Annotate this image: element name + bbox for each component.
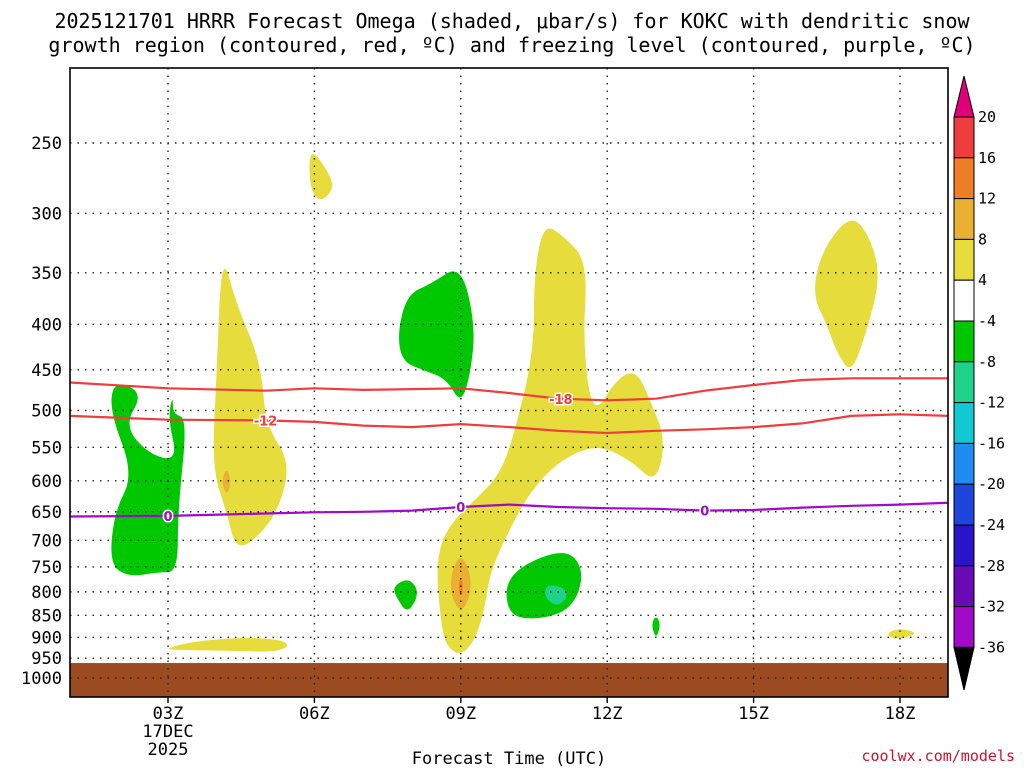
plot-content: -18 -12 0 0 0 bbox=[70, 68, 948, 697]
omega-region-5 bbox=[888, 629, 915, 639]
colorbar-label-6: -8 bbox=[978, 353, 996, 371]
omega-region-13 bbox=[652, 617, 660, 636]
colorbar-box-6 bbox=[953, 361, 975, 404]
title-line-2: growth region (contoured, red, ºC) and f… bbox=[48, 33, 975, 57]
y-tick-label-750: 750 bbox=[31, 558, 62, 578]
axes: 2503003504004505005506006507007508008509… bbox=[21, 67, 949, 760]
y-tick-label-800: 800 bbox=[31, 583, 62, 603]
colorbar-label-12: -32 bbox=[978, 598, 1005, 616]
omega-region-2 bbox=[437, 228, 663, 653]
colorbar-label-4: 4 bbox=[978, 271, 987, 289]
colorbar-bottom-triangle bbox=[953, 646, 975, 691]
y-tick-label-400: 400 bbox=[31, 315, 62, 335]
contour-dgz_top bbox=[70, 377, 948, 402]
x-tick-sublabel-1: 2025 bbox=[148, 740, 189, 760]
x-tick-label-06Z: 06Z bbox=[299, 704, 330, 724]
colorbar-label-0: 20 bbox=[978, 108, 996, 126]
colorbar-box-1 bbox=[953, 157, 975, 200]
colorbar-label-2: 12 bbox=[978, 190, 996, 208]
contour-freezing_level bbox=[70, 501, 948, 518]
x-tick-sublabel-0: 17DEC bbox=[142, 722, 193, 742]
contour-label-dgz_bottom-0: -12 bbox=[254, 414, 278, 429]
contour-dgz_bottom bbox=[70, 413, 948, 435]
y-tick-label-300: 300 bbox=[31, 204, 62, 224]
colorbar-label-10: -24 bbox=[978, 516, 1005, 534]
omega-region-0 bbox=[309, 154, 333, 200]
colorbar-label-7: -12 bbox=[978, 394, 1005, 412]
colorbar-label-5: -4 bbox=[978, 312, 996, 330]
colorbar-box-10 bbox=[953, 524, 975, 567]
omega-region-14 bbox=[545, 585, 567, 605]
colorbar-label-11: -28 bbox=[978, 557, 1005, 575]
colorbar-box-2 bbox=[953, 198, 975, 240]
y-tick-label-1000: 1000 bbox=[21, 669, 62, 689]
y-tick-label-900: 900 bbox=[31, 628, 62, 648]
plot-area: -18 -12 0 0 0 bbox=[70, 68, 948, 697]
colorbar-label-8: -16 bbox=[978, 434, 1005, 452]
plot-frame bbox=[69, 67, 949, 698]
contour-label-dgz_top-0: -18 bbox=[549, 393, 573, 408]
colorbar-box-9 bbox=[953, 483, 975, 526]
ground-fill bbox=[70, 663, 948, 697]
contour-label-freezing_level-0: 0 bbox=[163, 510, 172, 525]
y-tick-label-600: 600 bbox=[31, 472, 62, 492]
colorbar-box-0 bbox=[953, 116, 975, 159]
title: 2025121701 HRRR Forecast Omega (shaded, … bbox=[48, 9, 975, 57]
title-line-1: 2025121701 HRRR Forecast Omega (shaded, … bbox=[54, 9, 970, 33]
omega-region-4 bbox=[168, 638, 288, 652]
colorbar-box-4 bbox=[953, 279, 975, 322]
x-tick-label-03Z: 03Z bbox=[153, 704, 184, 724]
y-tick-label-650: 650 bbox=[31, 503, 62, 523]
omega-region-1 bbox=[213, 268, 287, 546]
x-tick-label-09Z: 09Z bbox=[445, 704, 476, 724]
omega-region-6 bbox=[222, 471, 231, 493]
y-tick-label-250: 250 bbox=[31, 134, 62, 154]
contour-label-freezing_level-2: 0 bbox=[700, 505, 709, 520]
colorbar: 20 16 12 8 4 -4 -8 -12 -16 -20 -24 -28 -32 -36 bbox=[953, 75, 1005, 691]
y-tick-label-350: 350 bbox=[31, 264, 62, 284]
x-tick-label-18Z: 18Z bbox=[885, 704, 916, 724]
colorbar-box-3 bbox=[953, 238, 975, 281]
colorbar-box-7 bbox=[953, 402, 975, 444]
colorbar-label-13: -36 bbox=[978, 638, 1005, 656]
y-tick-label-550: 550 bbox=[31, 438, 62, 458]
y-tick-label-450: 450 bbox=[31, 361, 62, 381]
colorbar-label-9: -20 bbox=[978, 475, 1005, 493]
x-axis-label: Forecast Time (UTC) bbox=[412, 749, 606, 768]
colorbar-top-triangle bbox=[953, 75, 975, 118]
contour-label-freezing_level-1: 0 bbox=[456, 501, 465, 516]
y-tick-label-950: 950 bbox=[31, 649, 62, 669]
omega-region-12 bbox=[394, 580, 417, 610]
x-tick-label-15Z: 15Z bbox=[738, 704, 769, 724]
omega-region-11 bbox=[506, 553, 582, 619]
omega-region-9 bbox=[111, 384, 185, 576]
x-tick-label-12Z: 12Z bbox=[592, 704, 623, 724]
credit-text: coolwx.com/models bbox=[861, 747, 1015, 765]
colorbar-box-5 bbox=[953, 320, 975, 363]
colorbar-box-11 bbox=[953, 565, 975, 608]
colorbar-label-3: 8 bbox=[978, 230, 987, 248]
colorbar-label-1: 16 bbox=[978, 149, 996, 167]
y-tick-label-500: 500 bbox=[31, 402, 62, 422]
colorbar-box-12 bbox=[953, 606, 975, 648]
y-tick-label-850: 850 bbox=[31, 606, 62, 626]
omega-region-10 bbox=[399, 271, 474, 398]
colorbar-box-8 bbox=[953, 442, 975, 485]
omega-region-3 bbox=[815, 220, 878, 368]
y-tick-label-700: 700 bbox=[31, 531, 62, 551]
